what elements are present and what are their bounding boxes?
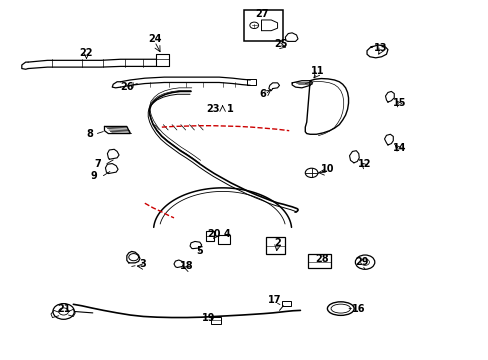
Text: 8: 8 [86, 129, 93, 139]
Text: 9: 9 [91, 171, 98, 181]
Text: 10: 10 [321, 164, 334, 174]
Text: 7: 7 [94, 159, 101, 169]
Bar [211, 317, 221, 324]
Text: 23: 23 [206, 104, 219, 113]
Text: 2: 2 [274, 238, 281, 248]
Text: 26: 26 [120, 82, 134, 92]
Text: 21: 21 [57, 303, 70, 314]
Text: 17: 17 [268, 295, 281, 305]
Text: 22: 22 [80, 48, 93, 58]
Bar [246, 79, 255, 85]
Bar [266, 237, 285, 254]
Text: 12: 12 [358, 159, 371, 169]
Text: 16: 16 [351, 303, 364, 314]
Text: 4: 4 [223, 229, 230, 239]
Bar [217, 235, 229, 244]
Text: 25: 25 [274, 39, 287, 49]
Text: 20: 20 [207, 229, 221, 239]
Text: 29: 29 [355, 257, 368, 267]
Text: 19: 19 [202, 312, 215, 323]
Text: 28: 28 [315, 253, 328, 264]
Text: 24: 24 [147, 34, 161, 44]
Text: 27: 27 [254, 9, 268, 19]
Text: 6: 6 [259, 89, 266, 99]
Bar [243, 10, 283, 41]
Text: 13: 13 [373, 43, 386, 53]
Text: 18: 18 [180, 261, 194, 271]
Bar [307, 254, 330, 267]
Bar [282, 301, 290, 306]
Text: 15: 15 [392, 98, 406, 108]
Text: 1: 1 [226, 104, 233, 113]
Text: 3: 3 [139, 259, 145, 269]
Text: 14: 14 [392, 143, 406, 153]
Bar [205, 231, 214, 241]
Text: 5: 5 [196, 247, 203, 256]
Text: 11: 11 [310, 66, 324, 76]
